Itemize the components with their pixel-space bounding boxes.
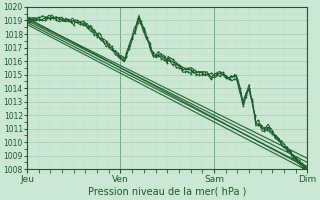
X-axis label: Pression niveau de la mer( hPa ): Pression niveau de la mer( hPa ) <box>88 187 246 197</box>
